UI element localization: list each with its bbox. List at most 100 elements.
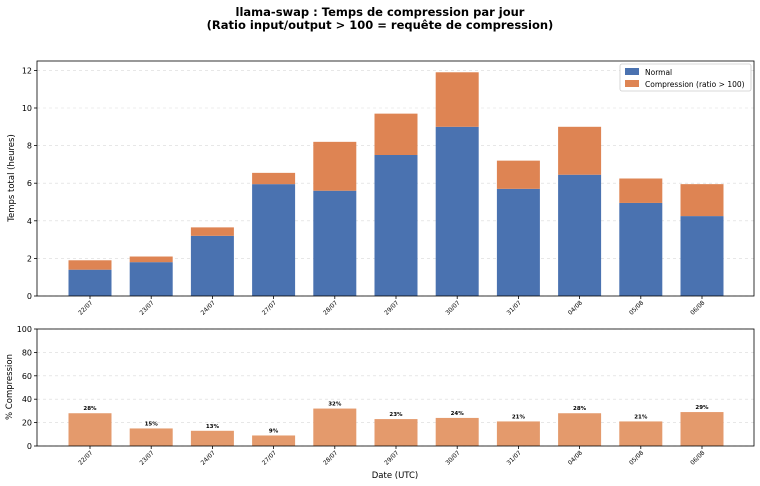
bottom-data-labels: 28% 15% 13% 9% 32% 23% 24% 21% 28% 21% 29% bbox=[83, 402, 709, 435]
bar-normal bbox=[435, 126, 479, 296]
top-x-tick-label: 28/07 bbox=[322, 299, 339, 316]
bottom-x-tick-label: 23/07 bbox=[138, 449, 155, 466]
bottom-x-tick-label: 27/07 bbox=[261, 449, 278, 466]
top-y-tick-label: 8 bbox=[27, 142, 32, 151]
bar-normal bbox=[190, 235, 234, 296]
bar-normal bbox=[558, 174, 602, 296]
bottom-percent-bar-chart: 28% 15% 13% 9% 32% 23% 24% 21% 28% 21% 29% 0 20 40 60… bbox=[5, 325, 755, 481]
bar-data-label: 32% bbox=[328, 402, 342, 408]
legend: Normal Compression (ratio > 100) bbox=[619, 63, 752, 92]
bar-normal bbox=[619, 202, 663, 296]
bottom-x-ticks: 22/07 23/07 24/07 27/07 28/07 29/07 30/07 31/07… bbox=[77, 446, 707, 467]
bar-percent-compression bbox=[558, 413, 602, 446]
bar-percent-compression bbox=[68, 413, 112, 446]
legend-box bbox=[619, 63, 752, 92]
bottom-y-tick-label: 80 bbox=[22, 348, 32, 357]
top-y-tick-label: 0 bbox=[27, 292, 32, 301]
top-y-axis-label: Temps total (heures) bbox=[7, 134, 17, 223]
bottom-x-tick-label: 29/07 bbox=[383, 449, 400, 466]
bar-data-label: 28% bbox=[573, 406, 587, 412]
bar-normal bbox=[129, 262, 173, 296]
bottom-x-tick-label: 22/07 bbox=[77, 449, 94, 466]
top-x-ticks: 22/07 23/07 24/07 27/07 28/07 29/07 30/07 31/07… bbox=[77, 296, 707, 317]
bar-percent-compression bbox=[496, 421, 540, 446]
bottom-x-tick-label: 31/07 bbox=[506, 449, 523, 466]
bar-data-label: 24% bbox=[451, 411, 465, 417]
chart-title: llama-swap : Temps de compression par jo… bbox=[236, 5, 525, 19]
top-x-tick-label: 05/08 bbox=[628, 299, 645, 316]
bar-compression bbox=[374, 113, 418, 155]
top-x-tick-label: 24/07 bbox=[200, 299, 217, 316]
top-x-tick-label: 27/07 bbox=[261, 299, 278, 316]
top-x-tick-label: 22/07 bbox=[77, 299, 94, 316]
top-stacked-bar-chart: 0 2 4 6 8 10 12 22/07 23/07 24/07 27/07 28/07 29/07… bbox=[7, 60, 755, 317]
bar-normal bbox=[68, 269, 112, 296]
bar-compression bbox=[252, 172, 296, 185]
bottom-y-tick-label: 60 bbox=[22, 372, 32, 381]
bar-normal bbox=[496, 188, 540, 296]
bar-percent-compression bbox=[680, 412, 724, 446]
bar-percent-compression bbox=[435, 417, 479, 446]
legend-label-compression: Compression (ratio > 100) bbox=[645, 80, 745, 89]
top-bars bbox=[68, 72, 724, 296]
bar-data-label: 29% bbox=[695, 405, 709, 411]
bar-data-label: 28% bbox=[83, 406, 97, 412]
bar-percent-compression bbox=[619, 421, 663, 446]
bar-compression bbox=[496, 160, 540, 189]
bar-percent-compression bbox=[313, 408, 357, 446]
bottom-x-tick-label: 04/08 bbox=[567, 449, 584, 466]
chart-subtitle: (Ratio input/output > 100 = requête de c… bbox=[207, 18, 554, 32]
bottom-x-tick-label: 30/07 bbox=[444, 449, 461, 466]
bar-data-label: 21% bbox=[634, 414, 648, 420]
bar-compression bbox=[313, 141, 357, 191]
bar-data-label: 21% bbox=[512, 414, 526, 420]
bar-data-label: 23% bbox=[389, 412, 403, 418]
bar-compression bbox=[435, 72, 479, 127]
bottom-y-tick-label: 0 bbox=[27, 442, 32, 451]
bar-percent-compression bbox=[129, 428, 173, 446]
legend-swatch-normal bbox=[625, 68, 639, 75]
bar-compression bbox=[558, 126, 602, 175]
top-y-ticks: 0 2 4 6 8 10 12 bbox=[22, 66, 37, 301]
top-y-tick-label: 4 bbox=[27, 217, 32, 226]
legend-label-normal: Normal bbox=[645, 68, 672, 77]
bar-data-label: 13% bbox=[206, 424, 220, 430]
bar-normal bbox=[313, 190, 357, 296]
top-x-tick-label: 23/07 bbox=[138, 299, 155, 316]
bottom-y-axis-label: % Compression bbox=[5, 354, 15, 420]
bottom-x-tick-label: 24/07 bbox=[200, 449, 217, 466]
top-y-tick-label: 6 bbox=[27, 179, 32, 188]
bottom-x-tick-label: 05/08 bbox=[628, 449, 645, 466]
bar-percent-compression bbox=[252, 435, 296, 446]
top-y-tick-label: 10 bbox=[22, 104, 32, 113]
bar-compression bbox=[190, 227, 234, 236]
bottom-x-axis-label: Date (UTC) bbox=[372, 471, 419, 481]
bottom-bars bbox=[68, 408, 724, 446]
bar-normal bbox=[680, 216, 724, 296]
bar-normal bbox=[252, 184, 296, 296]
bar-data-label: 15% bbox=[145, 421, 159, 427]
top-x-tick-label: 04/08 bbox=[567, 299, 584, 316]
legend-swatch-compression bbox=[625, 80, 639, 87]
top-x-tick-label: 29/07 bbox=[383, 299, 400, 316]
top-x-tick-label: 06/08 bbox=[689, 299, 706, 316]
top-x-tick-label: 31/07 bbox=[506, 299, 523, 316]
bottom-x-tick-label: 28/07 bbox=[322, 449, 339, 466]
bar-compression bbox=[68, 260, 112, 270]
bottom-y-tick-label: 40 bbox=[22, 395, 32, 404]
top-y-tick-label: 2 bbox=[27, 254, 32, 263]
bottom-y-tick-label: 20 bbox=[22, 419, 32, 428]
bottom-plot-frame bbox=[36, 328, 755, 447]
top-plot-frame bbox=[36, 60, 755, 297]
bar-percent-compression bbox=[190, 430, 234, 446]
bar-percent-compression bbox=[374, 419, 418, 446]
bottom-x-tick-label: 06/08 bbox=[689, 449, 706, 466]
bar-compression bbox=[129, 256, 173, 263]
bar-compression bbox=[680, 184, 724, 217]
bar-compression bbox=[619, 178, 663, 203]
top-x-tick-label: 30/07 bbox=[444, 299, 461, 316]
bar-data-label: 9% bbox=[269, 428, 279, 434]
bottom-y-tick-label: 100 bbox=[17, 325, 32, 334]
bottom-y-ticks: 0 20 40 60 80 100 bbox=[17, 325, 37, 451]
